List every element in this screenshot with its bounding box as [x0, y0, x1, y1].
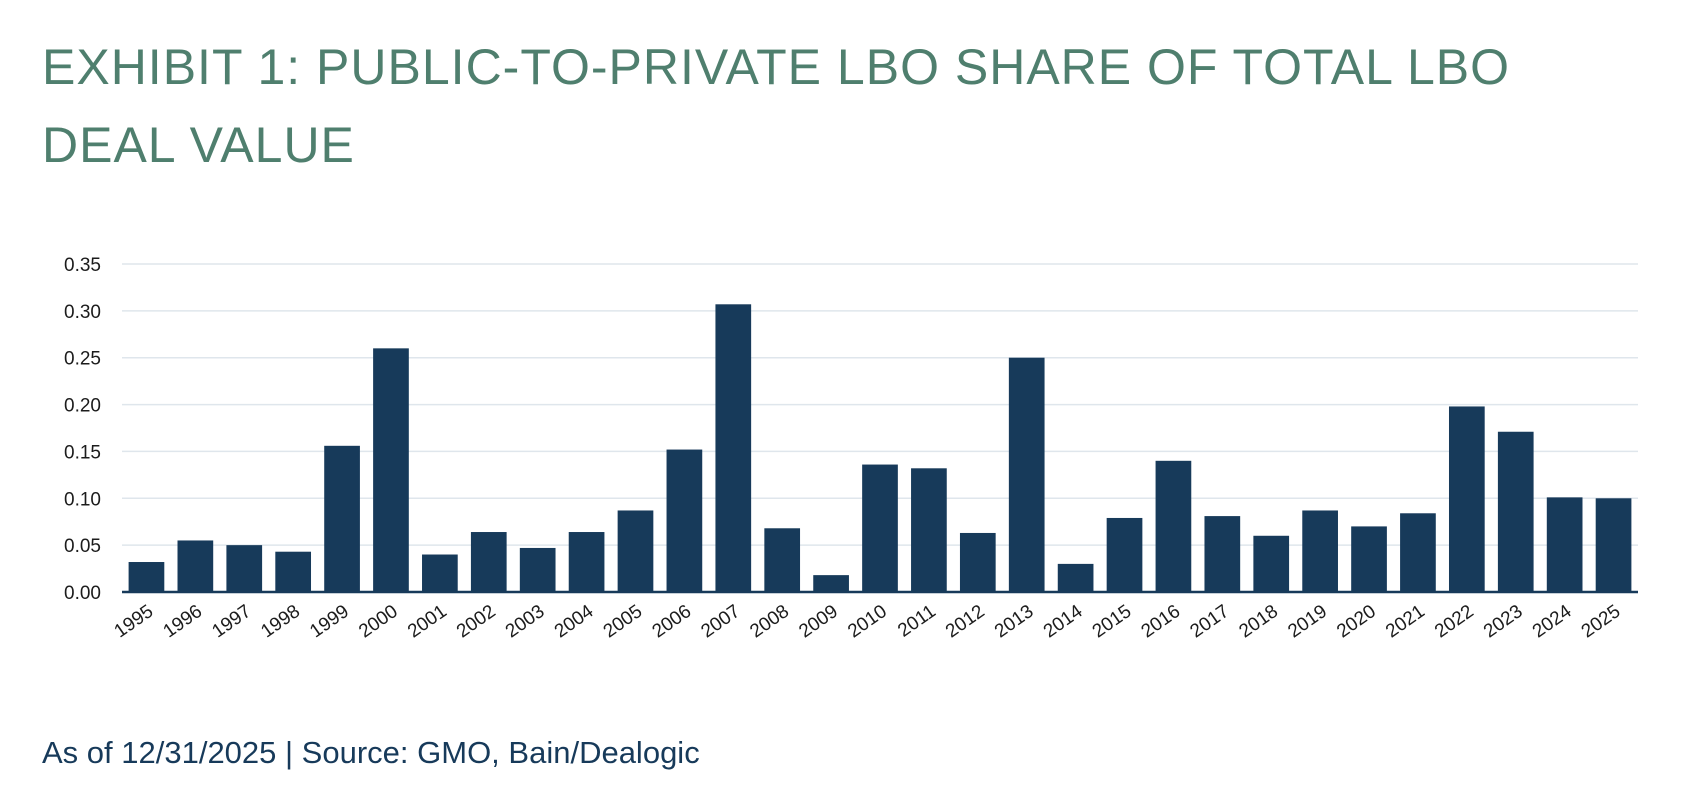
x-tick-label: 2009	[795, 601, 842, 642]
x-tick-label: 2000	[355, 601, 402, 642]
x-tick-label: 1999	[306, 601, 353, 642]
bar-1997	[226, 545, 263, 592]
x-tick-label: 2024	[1529, 601, 1576, 643]
x-tick-label: 2001	[404, 601, 451, 642]
x-tick-label: 2021	[1382, 601, 1429, 642]
x-tick-label: 2025	[1578, 601, 1625, 642]
x-tick-label: 2017	[1187, 601, 1234, 642]
x-tick-label: 2020	[1333, 601, 1380, 642]
x-axis-ticks: 1995 1996 1997 1998 1999 2000 2001 2002 2003 2004…	[111, 601, 1625, 643]
bar-2020	[1351, 526, 1387, 592]
bar-2007	[715, 304, 752, 592]
bar-2014	[1057, 563, 1094, 592]
y-tick-label: 0.30	[64, 302, 101, 323]
x-tick-label: 2006	[649, 601, 696, 642]
x-tick-label: 2016	[1138, 601, 1185, 642]
bar-2024	[1546, 497, 1583, 592]
bar-2004	[568, 532, 605, 592]
bar-2010	[862, 464, 898, 592]
x-tick-label: 1996	[160, 601, 207, 642]
x-tick-label: 2011	[894, 601, 940, 642]
x-tick-label: 2005	[600, 601, 647, 642]
bar-2006	[666, 449, 703, 592]
x-tick-label: 2003	[502, 601, 549, 642]
bar-2015	[1106, 517, 1143, 592]
bar-1999	[324, 445, 360, 592]
x-tick-label: 2018	[1235, 601, 1282, 642]
x-tick-label: 1998	[257, 601, 304, 642]
y-tick-label: 0.15	[64, 442, 101, 463]
x-tick-label: 2015	[1089, 601, 1136, 642]
bar-1996	[177, 540, 214, 592]
bars	[128, 304, 1632, 592]
bar-2000	[373, 348, 409, 592]
bar-2016	[1155, 460, 1192, 592]
y-tick-label: 0.10	[64, 489, 101, 510]
bar-2005	[617, 510, 654, 592]
bar-2002	[470, 532, 507, 592]
page-title: EXHIBIT 1: PUBLIC-TO-PRIVATE LBO SHARE O…	[42, 39, 1511, 173]
bar-2018	[1253, 535, 1290, 592]
x-tick-label: 2010	[844, 601, 891, 642]
x-tick-label: 2013	[991, 601, 1038, 642]
bar-2022	[1448, 406, 1485, 592]
y-tick-label: 0.00	[64, 583, 101, 604]
source-note: As of 12/31/2025 | Source: GMO, Bain/Dea…	[42, 735, 700, 770]
bar-chart: 0.000.050.100.150.200.250.300.35 1995 199…	[64, 255, 1638, 643]
bar-2025	[1595, 498, 1632, 592]
bar-2009	[813, 575, 849, 592]
bar-1995	[128, 562, 165, 592]
bar-1998	[275, 551, 312, 592]
bar-2013	[1008, 357, 1045, 592]
x-tick-label: 2019	[1284, 601, 1331, 642]
bar-2021	[1400, 513, 1436, 592]
x-tick-label: 2004	[551, 601, 598, 643]
bar-2008	[764, 528, 801, 592]
y-tick-label: 0.05	[64, 536, 101, 557]
bar-2001	[422, 554, 458, 592]
x-tick-label: 2008	[746, 601, 793, 642]
x-tick-label: 2023	[1480, 601, 1527, 642]
x-tick-label: 1995	[111, 601, 158, 642]
x-tick-label: 2014	[1040, 601, 1087, 643]
y-tick-label: 0.35	[64, 255, 101, 276]
bar-2023	[1497, 431, 1534, 592]
bar-2003	[519, 547, 556, 592]
x-tick-label: 2007	[697, 601, 744, 642]
bar-2019	[1302, 510, 1338, 592]
x-tick-label: 2012	[942, 601, 989, 642]
bar-2011	[911, 468, 947, 592]
x-tick-label: 1997	[208, 601, 255, 642]
x-tick-label: 2002	[453, 601, 500, 642]
y-axis-ticks: 0.00 0.05 0.10 0.15 0.20 0.25 0.30 0.35	[64, 255, 101, 604]
y-tick-label: 0.20	[64, 396, 101, 417]
bar-2017	[1204, 516, 1241, 592]
y-tick-label: 0.25	[64, 349, 101, 370]
bar-2012	[959, 532, 996, 592]
x-tick-label: 2022	[1431, 601, 1478, 642]
